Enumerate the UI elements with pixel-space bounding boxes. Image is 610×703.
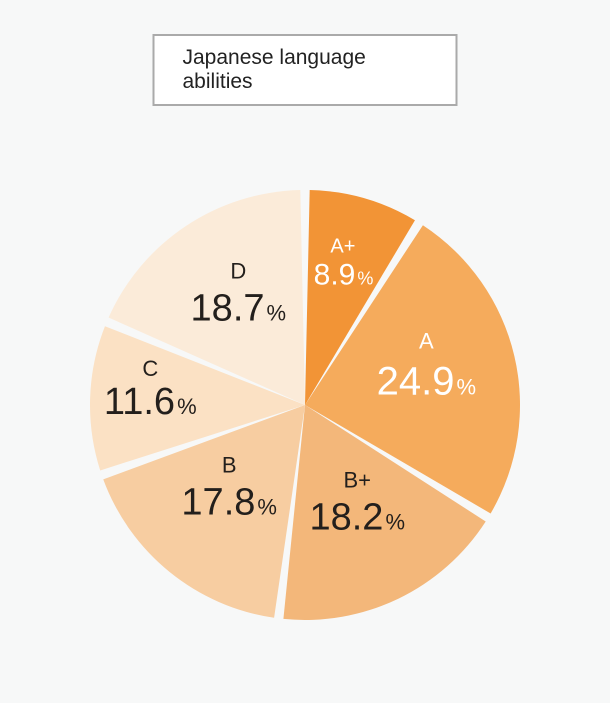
chart-title-box: Japanese language abilities: [153, 34, 458, 106]
chart-container: Japanese language abilities A+8.9%A24.9%…: [0, 0, 610, 703]
pie-chart: A+8.9%A24.9%B+18.2%B17.8%C11.6%D18.7%: [90, 190, 520, 620]
slice-label: B: [222, 453, 237, 478]
chart-title: Japanese language abilities: [183, 46, 366, 93]
slice-label: A+: [330, 236, 355, 258]
slice-label: A: [419, 328, 434, 353]
slice-label: D: [230, 259, 246, 284]
slice-label: C: [142, 356, 158, 381]
slice-label: B+: [343, 467, 371, 492]
